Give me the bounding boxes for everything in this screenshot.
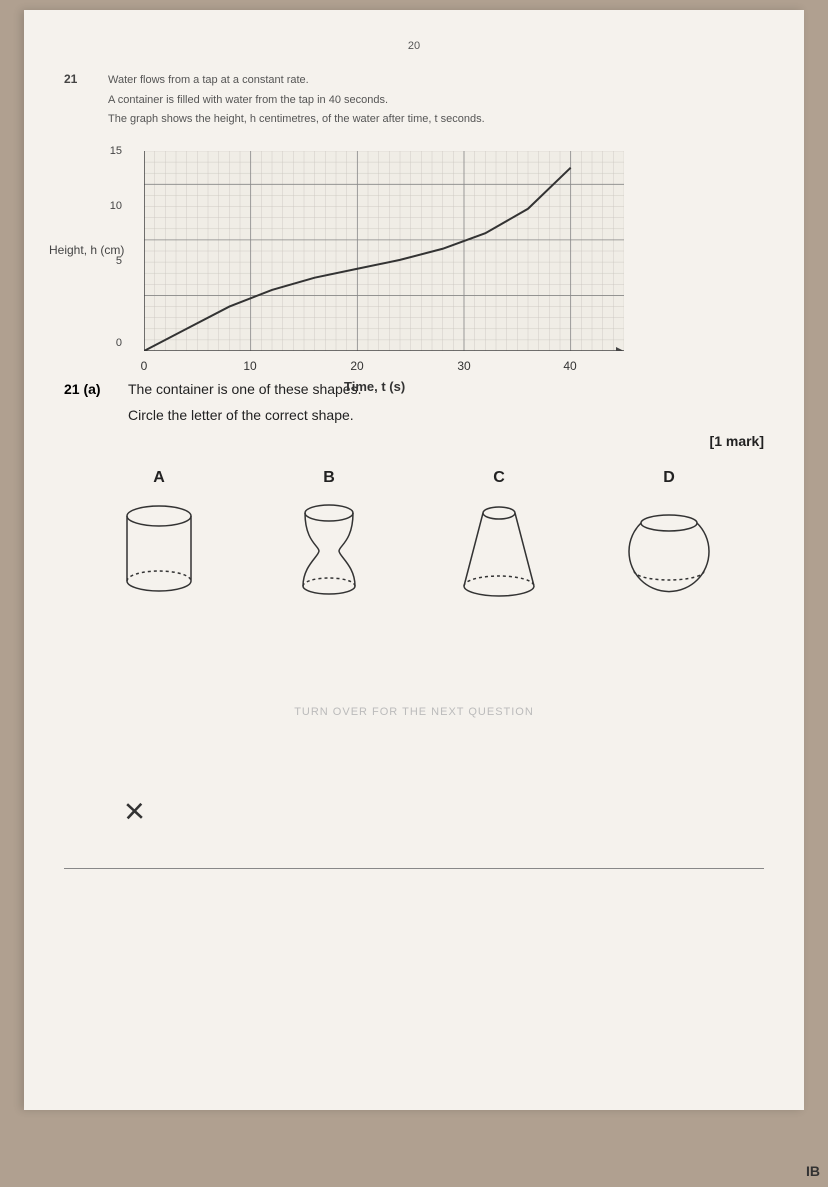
ytick: 5 bbox=[104, 255, 122, 267]
part-a: 21 (a) The container is one of these sha… bbox=[64, 381, 764, 433]
shape-option-a[interactable]: A bbox=[74, 469, 244, 606]
turn-over-text: TURN OVER FOR THE NEXT QUESTION bbox=[64, 706, 764, 718]
intro-line: Water flows from a tap at a constant rat… bbox=[108, 72, 485, 89]
xtick: 40 bbox=[563, 359, 576, 373]
shape-label: D bbox=[584, 469, 754, 487]
exam-page: 20 21 Water flows from a tap at a consta… bbox=[24, 10, 804, 1110]
sphere-icon bbox=[619, 501, 719, 601]
xtick: 30 bbox=[457, 359, 470, 373]
shape-label: B bbox=[244, 469, 414, 487]
handwritten-x-mark: × bbox=[123, 790, 145, 833]
shape-label: C bbox=[414, 469, 584, 487]
chart-xlabel: Time, t (s) bbox=[344, 379, 405, 394]
frustum-icon bbox=[454, 501, 544, 601]
mark-allocation: [1 mark] bbox=[64, 433, 764, 449]
hourglass-icon bbox=[289, 501, 369, 601]
question-number: 21 bbox=[64, 72, 88, 131]
intro-line: The graph shows the height, h centimetre… bbox=[108, 111, 485, 128]
shape-option-d[interactable]: D bbox=[584, 469, 754, 606]
xtick: 20 bbox=[350, 359, 363, 373]
height-time-chart: Height, h (cm) 15 10 5 0 0 10 20 30 40 T… bbox=[144, 151, 764, 351]
shape-label: A bbox=[74, 469, 244, 487]
part-line: The container is one of these shapes. bbox=[128, 381, 764, 397]
xtick: 10 bbox=[243, 359, 256, 373]
page-divider bbox=[64, 868, 764, 869]
page-number: 20 bbox=[64, 40, 764, 52]
ytick: 15 bbox=[104, 145, 122, 157]
ytick: 0 bbox=[104, 337, 122, 349]
xtick: 0 bbox=[141, 359, 148, 373]
part-label: 21 (a) bbox=[64, 381, 114, 433]
question-intro: Water flows from a tap at a constant rat… bbox=[108, 72, 485, 131]
part-line: Circle the letter of the correct shape. bbox=[128, 407, 764, 423]
shapes-row: A B C D bbox=[74, 469, 754, 606]
question-header: 21 Water flows from a tap at a constant … bbox=[64, 72, 764, 131]
intro-line: A container is filled with water from th… bbox=[108, 92, 485, 109]
shape-option-c[interactable]: C bbox=[414, 469, 584, 606]
cylinder-icon bbox=[114, 501, 204, 601]
part-body: The container is one of these shapes. Ci… bbox=[128, 381, 764, 433]
chart-svg bbox=[144, 151, 624, 351]
shape-option-b[interactable]: B bbox=[244, 469, 414, 606]
ytick: 10 bbox=[104, 200, 122, 212]
